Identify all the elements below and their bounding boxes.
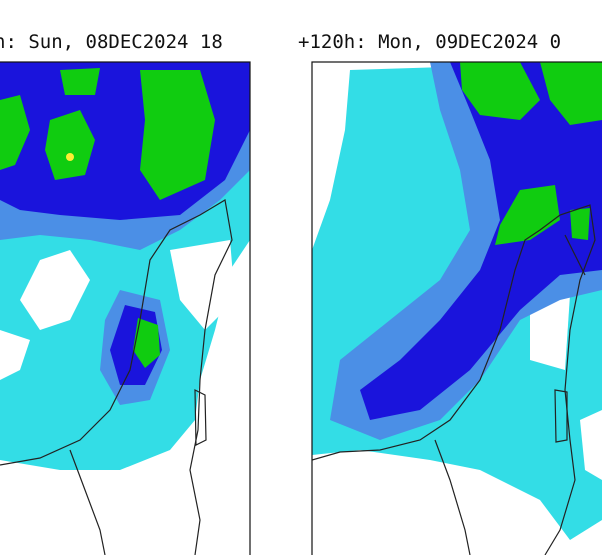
panel-frame — [311, 61, 602, 555]
precipitation-map — [312, 62, 602, 555]
panel-frame — [0, 61, 251, 555]
precipitation-map — [0, 62, 250, 555]
panel-title: +120h: Mon, 09DEC2024 0 — [298, 31, 561, 53]
panel-title: h: Sun, 08DEC2024 18 — [0, 31, 223, 53]
